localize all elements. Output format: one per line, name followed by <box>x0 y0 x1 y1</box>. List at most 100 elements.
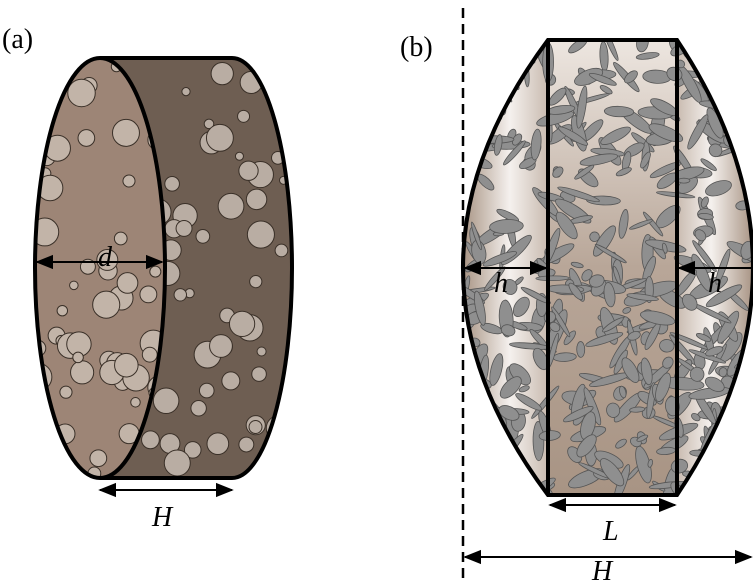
particle <box>268 64 291 87</box>
particle <box>549 321 561 332</box>
panel-b: (b) h h L H <box>400 8 753 582</box>
particle <box>557 186 600 203</box>
particle <box>694 229 707 242</box>
particle <box>579 153 619 166</box>
particle <box>721 94 738 108</box>
particle <box>116 272 139 294</box>
particle <box>246 220 275 249</box>
particle <box>742 401 753 417</box>
particle <box>238 436 255 453</box>
particle <box>164 175 180 192</box>
particle <box>163 449 191 477</box>
particle <box>503 140 526 166</box>
particle <box>629 406 646 413</box>
particle <box>603 105 635 118</box>
particle <box>489 353 504 386</box>
particle <box>518 385 530 393</box>
particle <box>647 458 653 468</box>
particle <box>498 405 520 421</box>
particle <box>619 385 627 399</box>
particle <box>603 282 616 308</box>
particle <box>152 387 180 415</box>
particle <box>574 67 604 86</box>
particle <box>585 332 624 347</box>
panel-a: (a) d H <box>2 24 294 533</box>
particle <box>576 434 597 458</box>
particle <box>704 376 725 392</box>
particle <box>113 231 128 246</box>
particle <box>602 317 624 333</box>
particle <box>72 351 84 364</box>
particle <box>615 438 627 449</box>
particle <box>682 293 698 311</box>
particle <box>473 290 486 326</box>
panel-label: (b) <box>400 32 433 63</box>
particle <box>642 211 664 237</box>
particle <box>615 167 632 177</box>
particle <box>750 484 753 495</box>
particle <box>463 472 485 487</box>
particle <box>37 68 59 90</box>
particle <box>261 459 289 478</box>
particle <box>470 221 482 251</box>
particle <box>555 211 578 240</box>
particle <box>496 208 520 222</box>
particle <box>648 123 684 143</box>
particle <box>248 420 263 434</box>
particle <box>175 219 193 237</box>
particle <box>289 146 292 157</box>
particle <box>705 346 724 357</box>
particle <box>708 143 723 158</box>
particle <box>463 40 500 48</box>
particle <box>729 73 753 98</box>
particle <box>684 40 715 51</box>
particle <box>574 164 595 180</box>
particle <box>622 307 632 314</box>
particle <box>486 87 498 98</box>
particle <box>112 118 140 147</box>
particle <box>198 382 215 399</box>
particle <box>677 177 691 184</box>
particle <box>468 416 478 429</box>
particle <box>636 434 649 442</box>
particle <box>700 158 717 172</box>
particle <box>551 306 571 338</box>
dimension-label: L <box>602 516 619 547</box>
particle <box>70 360 95 385</box>
particle <box>141 430 160 450</box>
particle <box>712 40 750 54</box>
particle <box>712 463 739 477</box>
dimension-label: h <box>494 268 508 299</box>
particle <box>505 475 514 495</box>
particle <box>627 331 641 341</box>
particle <box>210 61 234 86</box>
particle <box>659 339 675 353</box>
outline <box>461 38 753 497</box>
particle <box>576 85 588 129</box>
particle <box>705 284 743 308</box>
particle <box>464 114 491 133</box>
particle <box>47 88 58 99</box>
particle <box>40 58 52 70</box>
particle <box>130 397 141 408</box>
particle <box>588 274 605 288</box>
particle <box>599 458 625 487</box>
particle <box>689 366 705 382</box>
particle <box>238 160 259 181</box>
particle <box>568 282 584 301</box>
particle <box>234 151 244 161</box>
particle <box>512 296 530 317</box>
fibers <box>463 40 753 495</box>
particle <box>209 334 233 358</box>
particle <box>149 265 162 278</box>
particle <box>69 280 79 291</box>
particle <box>724 430 753 451</box>
particle <box>520 286 551 304</box>
particle <box>181 87 191 97</box>
dimension-label: H <box>591 556 614 582</box>
particle <box>719 422 753 449</box>
particle <box>640 310 676 326</box>
dimension-label: h <box>708 268 722 299</box>
particle <box>183 441 202 459</box>
